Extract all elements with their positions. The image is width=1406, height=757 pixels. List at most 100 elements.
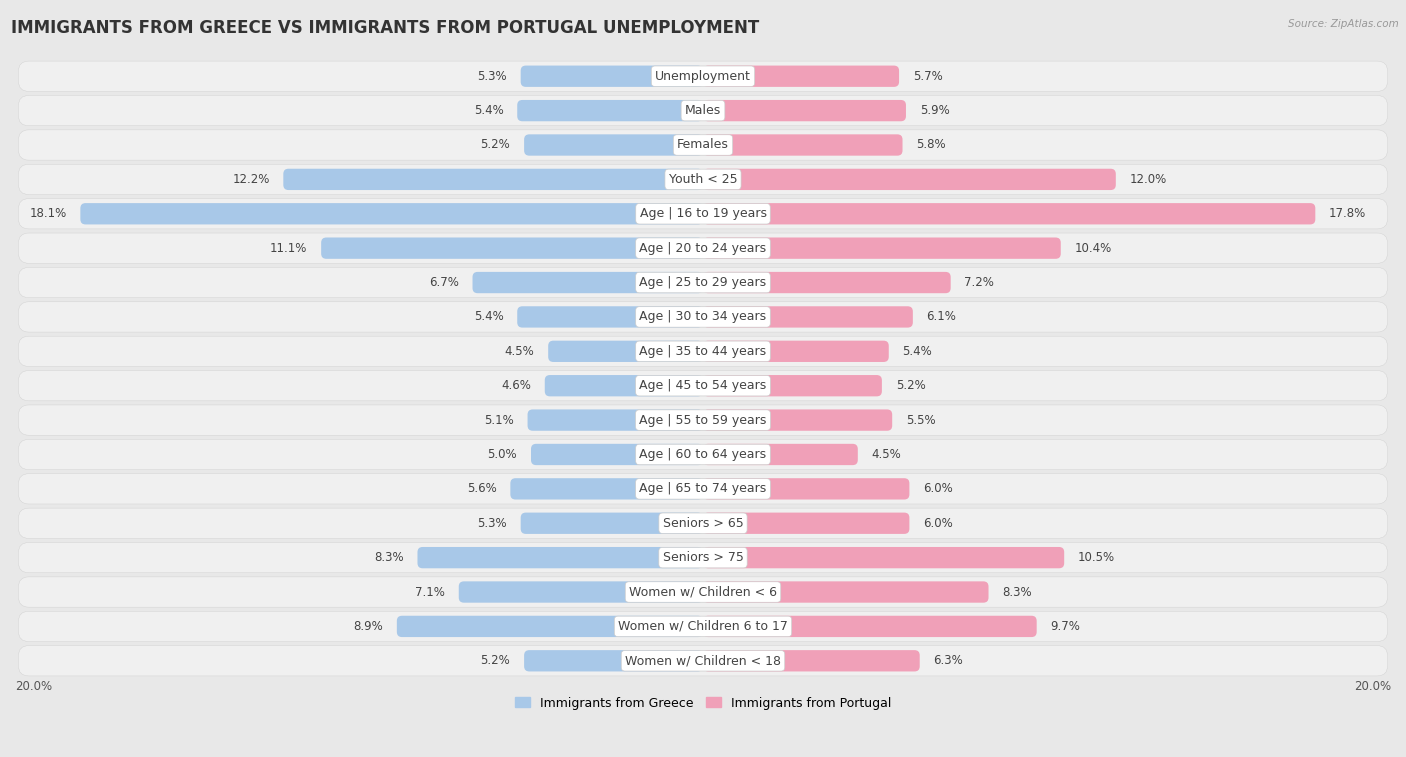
Text: 5.3%: 5.3% [477, 70, 508, 83]
Text: 5.9%: 5.9% [920, 104, 949, 117]
Text: 8.3%: 8.3% [1002, 585, 1032, 599]
FancyBboxPatch shape [18, 198, 1388, 229]
Text: 5.3%: 5.3% [477, 517, 508, 530]
Text: 5.5%: 5.5% [905, 413, 935, 427]
FancyBboxPatch shape [524, 134, 703, 156]
FancyBboxPatch shape [703, 410, 893, 431]
Text: 4.6%: 4.6% [501, 379, 531, 392]
FancyBboxPatch shape [703, 100, 905, 121]
FancyBboxPatch shape [703, 134, 903, 156]
Text: 12.0%: 12.0% [1129, 173, 1167, 186]
FancyBboxPatch shape [703, 341, 889, 362]
Text: Age | 16 to 19 years: Age | 16 to 19 years [640, 207, 766, 220]
Text: Age | 55 to 59 years: Age | 55 to 59 years [640, 413, 766, 427]
FancyBboxPatch shape [458, 581, 703, 603]
Text: Age | 20 to 24 years: Age | 20 to 24 years [640, 241, 766, 254]
FancyBboxPatch shape [703, 650, 920, 671]
Text: Women w/ Children 6 to 17: Women w/ Children 6 to 17 [619, 620, 787, 633]
Text: 5.2%: 5.2% [481, 139, 510, 151]
Text: Women w/ Children < 18: Women w/ Children < 18 [626, 654, 780, 667]
FancyBboxPatch shape [18, 336, 1388, 366]
Text: 5.4%: 5.4% [903, 345, 932, 358]
Text: Age | 45 to 54 years: Age | 45 to 54 years [640, 379, 766, 392]
Text: Females: Females [678, 139, 728, 151]
Text: 6.3%: 6.3% [934, 654, 963, 667]
Text: 18.1%: 18.1% [30, 207, 66, 220]
FancyBboxPatch shape [18, 61, 1388, 92]
FancyBboxPatch shape [703, 203, 1316, 224]
FancyBboxPatch shape [18, 302, 1388, 332]
Text: Age | 25 to 29 years: Age | 25 to 29 years [640, 276, 766, 289]
FancyBboxPatch shape [18, 130, 1388, 160]
Text: 6.0%: 6.0% [924, 482, 953, 495]
Text: Source: ZipAtlas.com: Source: ZipAtlas.com [1288, 19, 1399, 29]
Text: IMMIGRANTS FROM GREECE VS IMMIGRANTS FROM PORTUGAL UNEMPLOYMENT: IMMIGRANTS FROM GREECE VS IMMIGRANTS FRO… [11, 19, 759, 37]
FancyBboxPatch shape [18, 474, 1388, 504]
FancyBboxPatch shape [18, 95, 1388, 126]
FancyBboxPatch shape [703, 581, 988, 603]
FancyBboxPatch shape [520, 512, 703, 534]
Text: Women w/ Children < 6: Women w/ Children < 6 [628, 585, 778, 599]
FancyBboxPatch shape [18, 543, 1388, 573]
Text: 5.4%: 5.4% [474, 104, 503, 117]
FancyBboxPatch shape [703, 615, 1036, 637]
FancyBboxPatch shape [703, 307, 912, 328]
Text: 8.3%: 8.3% [374, 551, 404, 564]
FancyBboxPatch shape [517, 100, 703, 121]
FancyBboxPatch shape [703, 375, 882, 397]
FancyBboxPatch shape [18, 233, 1388, 263]
FancyBboxPatch shape [472, 272, 703, 293]
Text: 8.9%: 8.9% [353, 620, 382, 633]
FancyBboxPatch shape [284, 169, 703, 190]
FancyBboxPatch shape [520, 66, 703, 87]
FancyBboxPatch shape [703, 547, 1064, 569]
Text: Seniors > 75: Seniors > 75 [662, 551, 744, 564]
Text: Seniors > 65: Seniors > 65 [662, 517, 744, 530]
FancyBboxPatch shape [703, 272, 950, 293]
FancyBboxPatch shape [18, 439, 1388, 469]
FancyBboxPatch shape [544, 375, 703, 397]
FancyBboxPatch shape [321, 238, 703, 259]
Text: 5.8%: 5.8% [917, 139, 946, 151]
Text: 6.1%: 6.1% [927, 310, 956, 323]
FancyBboxPatch shape [703, 169, 1116, 190]
Text: 12.2%: 12.2% [232, 173, 270, 186]
Text: Age | 30 to 34 years: Age | 30 to 34 years [640, 310, 766, 323]
Text: 4.5%: 4.5% [872, 448, 901, 461]
Legend: Immigrants from Greece, Immigrants from Portugal: Immigrants from Greece, Immigrants from … [510, 692, 896, 715]
FancyBboxPatch shape [527, 410, 703, 431]
FancyBboxPatch shape [18, 267, 1388, 298]
Text: 6.7%: 6.7% [429, 276, 458, 289]
FancyBboxPatch shape [703, 478, 910, 500]
FancyBboxPatch shape [418, 547, 703, 569]
FancyBboxPatch shape [18, 405, 1388, 435]
FancyBboxPatch shape [703, 66, 898, 87]
Text: 7.1%: 7.1% [415, 585, 446, 599]
FancyBboxPatch shape [510, 478, 703, 500]
Text: 5.0%: 5.0% [488, 448, 517, 461]
FancyBboxPatch shape [80, 203, 703, 224]
Text: 17.8%: 17.8% [1329, 207, 1367, 220]
Text: 10.5%: 10.5% [1078, 551, 1115, 564]
Text: 5.2%: 5.2% [481, 654, 510, 667]
FancyBboxPatch shape [531, 444, 703, 465]
Text: 6.0%: 6.0% [924, 517, 953, 530]
FancyBboxPatch shape [18, 577, 1388, 607]
Text: Age | 65 to 74 years: Age | 65 to 74 years [640, 482, 766, 495]
FancyBboxPatch shape [396, 615, 703, 637]
Text: Youth < 25: Youth < 25 [669, 173, 737, 186]
Text: 7.2%: 7.2% [965, 276, 994, 289]
Text: 5.4%: 5.4% [474, 310, 503, 323]
Text: Age | 60 to 64 years: Age | 60 to 64 years [640, 448, 766, 461]
Text: 20.0%: 20.0% [15, 680, 52, 693]
Text: 11.1%: 11.1% [270, 241, 308, 254]
Text: 20.0%: 20.0% [1354, 680, 1391, 693]
FancyBboxPatch shape [18, 611, 1388, 641]
FancyBboxPatch shape [703, 444, 858, 465]
Text: Unemployment: Unemployment [655, 70, 751, 83]
FancyBboxPatch shape [18, 646, 1388, 676]
Text: Males: Males [685, 104, 721, 117]
FancyBboxPatch shape [18, 164, 1388, 195]
Text: 5.7%: 5.7% [912, 70, 942, 83]
Text: 9.7%: 9.7% [1050, 620, 1080, 633]
